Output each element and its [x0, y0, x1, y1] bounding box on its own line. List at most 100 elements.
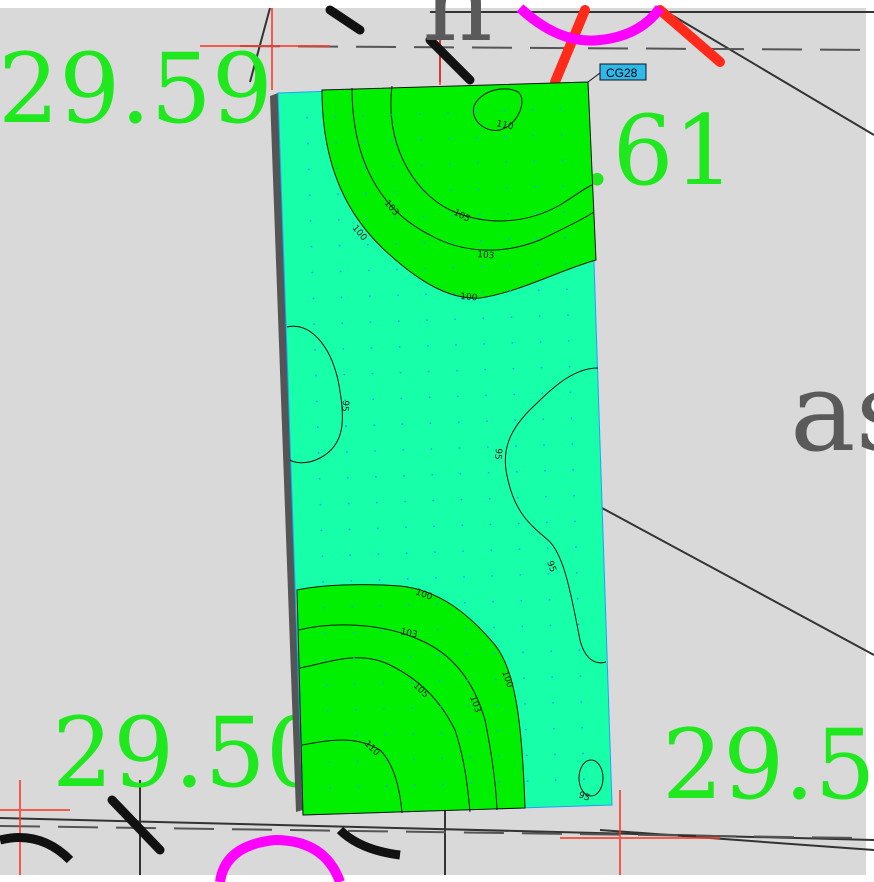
grid-dot: [338, 244, 341, 247]
grid-dot: [543, 444, 545, 446]
grid-dot: [559, 107, 562, 110]
grid-dot: [345, 425, 347, 428]
grid-dot: [364, 166, 367, 169]
grid-dot: [435, 577, 437, 579]
grid-dot: [324, 632, 326, 635]
grid-dot: [476, 136, 478, 139]
grid-dot: [545, 495, 547, 498]
grid-dot: [355, 734, 358, 737]
grid-dot: [385, 785, 388, 788]
grid-dot: [346, 476, 349, 479]
grid-dot: [435, 602, 438, 605]
grid-dot: [492, 600, 494, 603]
grid-dot: [464, 601, 466, 604]
partial-label: n: [422, 0, 493, 66]
grid-dot: [455, 344, 457, 346]
grid-dot: [460, 498, 463, 501]
grid-dot: [351, 605, 354, 608]
grid-dot: [405, 526, 407, 529]
grid-dot: [469, 756, 472, 759]
grid-dot: [314, 349, 316, 351]
grid-dot: [308, 168, 310, 171]
map-margin-right: [866, 0, 874, 882]
grid-dot: [477, 188, 480, 191]
grid-dot: [424, 267, 427, 270]
region-tag[interactable]: CG28: [587, 63, 647, 83]
grid-dot: [437, 654, 440, 657]
grid-dot: [352, 631, 354, 634]
grid-dot: [505, 161, 507, 164]
grid-dot: [426, 319, 428, 321]
grid-dot: [430, 448, 433, 450]
grid-dot: [309, 220, 312, 222]
grid-dot: [346, 451, 348, 453]
grid-dot: [503, 109, 506, 112]
grid-dot: [577, 623, 580, 626]
grid-dot: [495, 704, 498, 706]
grid-dot: [521, 625, 524, 628]
grid-dot: [433, 525, 435, 528]
grid-dot: [540, 366, 543, 369]
grid-dot: [423, 241, 426, 244]
contour-95-corner: [578, 759, 604, 797]
grid-dot: [397, 320, 400, 322]
grid-dot: [421, 190, 424, 193]
grid-dot: [322, 581, 324, 583]
map-margin-top: [0, 0, 874, 8]
grid-dot: [356, 760, 359, 763]
grid-dot: [429, 422, 432, 425]
grid-dot: [395, 242, 397, 245]
grid-dot: [451, 240, 454, 243]
grid-dot: [425, 293, 427, 296]
grid-dot: [374, 450, 376, 452]
contour-panel: 110 105 103 103 100 100 95 95 95 100 100…: [270, 81, 613, 816]
grid-dot: [323, 606, 325, 609]
grid-dot: [328, 761, 331, 764]
magenta-circles: [215, 4, 665, 882]
grid-dot: [367, 243, 369, 246]
grid-dot: [510, 316, 513, 318]
grid-dot: [368, 295, 371, 298]
grid-dot: [454, 318, 456, 320]
grid-dot: [326, 710, 329, 712]
grid-dot: [399, 371, 402, 374]
grid-dot: [461, 524, 464, 527]
cross-marks-black: [107, 5, 475, 855]
grid-dot: [315, 374, 317, 377]
grid-dot: [507, 213, 509, 215]
grid-dot: [570, 417, 573, 420]
grid-dot: [494, 652, 496, 655]
grid-dot: [489, 523, 492, 526]
grid-dot: [357, 786, 360, 789]
grid-dot: [511, 342, 514, 344]
grid-dot: [409, 655, 412, 658]
grid-dot: [575, 572, 578, 574]
grid-dot: [404, 500, 406, 503]
grid-dot: [582, 752, 584, 755]
grid-dot: [384, 759, 387, 762]
grid-dot: [547, 573, 550, 575]
grid-dot: [538, 315, 541, 317]
grid-dot: [541, 392, 544, 395]
grid-dot: [432, 499, 435, 502]
high-zone-bottom: [296, 584, 526, 816]
grid-dot: [450, 215, 453, 217]
grid-dot: [402, 449, 405, 451]
grid-dot: [308, 194, 311, 197]
grid-dot: [348, 528, 351, 531]
grid-dot: [506, 187, 508, 190]
grid-dot: [515, 470, 518, 473]
grid-dot: [536, 237, 538, 240]
grid-dot: [524, 728, 527, 731]
contour-label-95-corner: 95: [577, 790, 591, 803]
contour-95-mid: [504, 367, 607, 664]
grid-dot: [427, 370, 430, 373]
grid-dot: [381, 656, 384, 659]
grid-dot: [391, 139, 394, 142]
grid-dot: [412, 732, 414, 735]
grid-dot: [335, 141, 337, 144]
spot-elevation-bottom-left: 29.50: [52, 697, 327, 809]
grid-dot: [526, 780, 529, 783]
grid-dot: [439, 706, 442, 708]
grid-dot: [466, 679, 469, 681]
